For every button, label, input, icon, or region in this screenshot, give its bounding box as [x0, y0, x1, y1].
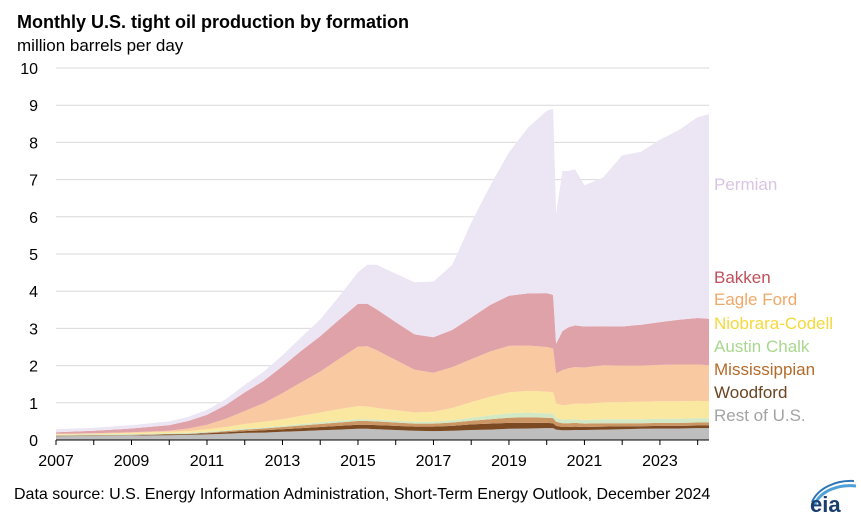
x-tick-label: 2007 [38, 453, 74, 470]
area-mississippian [56, 417, 709, 436]
series-label-woodford: Woodford [714, 383, 787, 402]
series-label-eagle-ford: Eagle Ford [714, 290, 797, 309]
x-tick-labels: 2007 2009 2011 2013 2015 2017 2019 2021 2023 [38, 453, 678, 470]
x-tick-label: 2023 [642, 453, 678, 470]
x-tick-label: 2011 [190, 453, 225, 470]
x-tick-label: 2009 [114, 453, 150, 470]
y-tick-label: 1 [29, 396, 38, 413]
y-tick-label: 8 [29, 135, 38, 152]
x-tick-label: 2017 [416, 453, 452, 470]
series-label-permian: Permian [714, 175, 777, 194]
area-woodford [56, 422, 709, 437]
x-tick-label: 2015 [340, 453, 376, 470]
chart-title: Monthly U.S. tight oil production by for… [17, 12, 409, 32]
data-source-note: Data source: U.S. Energy Information Adm… [14, 486, 711, 503]
series-label-austin-chalk: Austin Chalk [714, 337, 810, 356]
area-niobrara-codell [56, 390, 709, 435]
y-tick-label: 4 [29, 284, 38, 301]
eia-logo: eia [810, 479, 857, 516]
series-labels: Permian Bakken Eagle Ford Niobrara-Codell Au… [714, 175, 833, 425]
x-tick-label: 2019 [491, 453, 527, 470]
y-tick-label: 2 [29, 359, 38, 376]
area-bakken [56, 293, 709, 434]
area-eagle-ford [56, 345, 709, 434]
y-tick-label: 6 [29, 210, 38, 227]
y-tick-label: 3 [29, 321, 38, 338]
y-tick-label: 7 [29, 173, 38, 190]
axes [55, 439, 709, 445]
eia-logo-text: eia [810, 492, 841, 516]
series-areas [56, 108, 709, 440]
area-rest-of-u-s [56, 428, 709, 440]
x-tick-label: 2021 [567, 453, 603, 470]
series-label-rest-of-u-s: Rest of U.S. [714, 406, 806, 425]
y-tick-label: 9 [29, 98, 38, 115]
series-label-bakken: Bakken [714, 268, 771, 287]
x-tick-label: 2013 [265, 453, 301, 470]
y-tick-label: 0 [29, 433, 38, 450]
series-label-niobrara-codell: Niobrara-Codell [714, 314, 833, 333]
y-axis-unit-label: million barrels per day [17, 36, 184, 55]
area-permian [56, 108, 709, 433]
y-tick-label: 5 [29, 247, 38, 264]
series-label-mississippian: Mississippian [714, 360, 815, 379]
y-tick-labels: 0 1 2 3 4 5 6 7 8 9 10 [20, 61, 38, 450]
y-tick-label: 10 [20, 61, 38, 78]
